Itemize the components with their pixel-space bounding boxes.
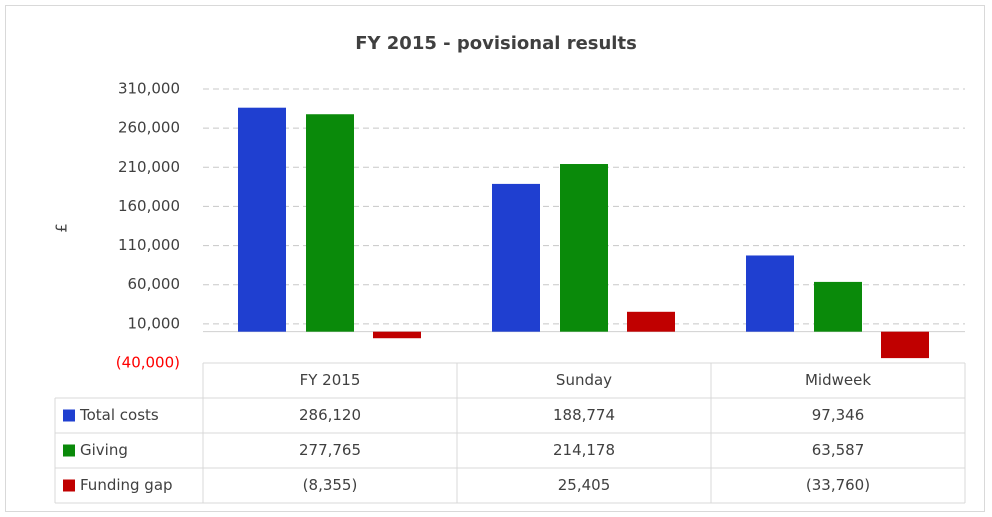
y-tick-label: 10,000 bbox=[128, 314, 181, 332]
y-tick-label: 160,000 bbox=[118, 197, 180, 215]
bar bbox=[746, 255, 794, 332]
table-value: 286,120 bbox=[299, 406, 361, 424]
table-value: 25,405 bbox=[558, 476, 611, 494]
y-tick-label: (40,000) bbox=[116, 354, 180, 372]
bar bbox=[238, 107, 286, 332]
legend-key bbox=[63, 444, 75, 457]
bar bbox=[627, 311, 675, 332]
y-tick-label: 310,000 bbox=[118, 80, 180, 98]
y-tick-label: 210,000 bbox=[118, 158, 180, 176]
legend-key bbox=[63, 409, 75, 422]
table-value: 63,587 bbox=[812, 441, 865, 459]
x-tick-label: Sunday bbox=[556, 371, 612, 389]
legend-label: Funding gap bbox=[80, 476, 173, 494]
y-tick-label: 110,000 bbox=[118, 236, 180, 254]
x-tick-label: Midweek bbox=[805, 371, 871, 389]
table-value: 214,178 bbox=[553, 441, 615, 459]
x-tick-label: FY 2015 bbox=[300, 371, 361, 389]
legend-label: Total costs bbox=[79, 406, 159, 424]
table-value: 277,765 bbox=[299, 441, 361, 459]
legend-label: Giving bbox=[80, 441, 128, 459]
table-value: 97,346 bbox=[812, 406, 865, 424]
y-tick-label: 260,000 bbox=[118, 119, 180, 137]
bar bbox=[881, 331, 929, 359]
bar bbox=[814, 281, 862, 332]
y-tick-label: 60,000 bbox=[128, 275, 181, 293]
table-value: 188,774 bbox=[553, 406, 615, 424]
table-value: (33,760) bbox=[806, 476, 870, 494]
y-axis-label: £ bbox=[53, 223, 71, 233]
table-value: (8,355) bbox=[303, 476, 358, 494]
legend-key bbox=[63, 479, 75, 492]
chart-title: FY 2015 - povisional results bbox=[355, 33, 637, 54]
bar bbox=[306, 114, 354, 332]
bar bbox=[373, 331, 421, 339]
bar bbox=[492, 183, 540, 332]
bar bbox=[560, 164, 608, 332]
